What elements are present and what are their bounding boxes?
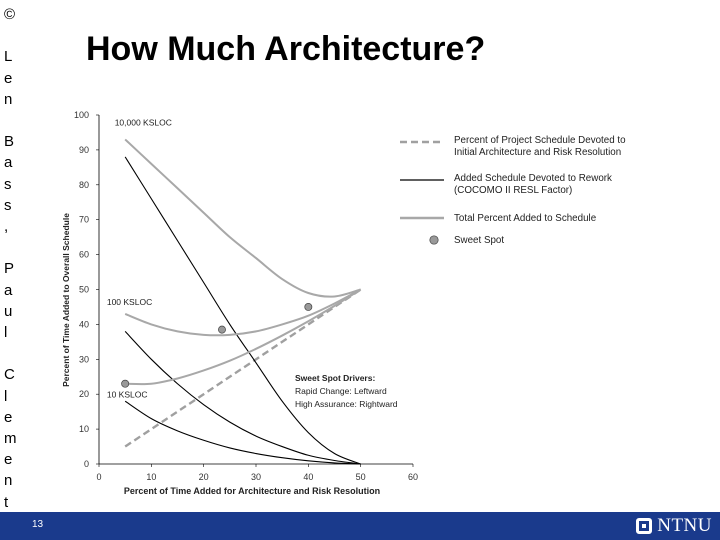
y-tick-label: 100 (74, 110, 89, 120)
footer-bar: 13 NTNU (0, 512, 720, 540)
y-tick-label: 70 (79, 215, 89, 225)
curve-label-1: 100 KSLOC (107, 297, 152, 307)
y-tick-label: 50 (79, 285, 89, 295)
sweet-spot-marker-1 (218, 325, 226, 334)
series-line-total-5 (124, 288, 362, 337)
legend-label-3: Sweet Spot (454, 235, 504, 246)
legend-label-1: Added Schedule Devoted to Rework (COCOMO … (454, 173, 612, 196)
annotation-line-1: Rapid Change: Leftward (295, 386, 387, 396)
y-tick-label: 80 (79, 180, 89, 190)
annotation-line-0: Sweet Spot Drivers: (295, 373, 375, 383)
curve-label-0: 10,000 KSLOC (115, 117, 172, 127)
series-line-total-4 (124, 138, 361, 298)
series-line-rework-1 (124, 156, 361, 465)
y-axis-label: Percent of Time Added to Overall Schedul… (61, 213, 71, 387)
x-tick-label: 50 (356, 472, 366, 482)
y-tick-label: 0 (84, 459, 89, 469)
side-vertical-text: © L e n B a s s , P a u l C l e m e n t … (4, 6, 17, 532)
ntnu-logo-text: NTNU (657, 515, 712, 536)
x-tick-label: 60 (408, 472, 418, 482)
ntnu-logo-icon (636, 518, 653, 534)
x-tick-label: 10 (146, 472, 156, 482)
page-number: 13 (32, 519, 44, 530)
slide-title: How Much Architecture? (86, 30, 486, 68)
ntnu-logo: NTNU (636, 515, 712, 537)
series-line-total-6 (125, 288, 362, 386)
x-tick-label: 20 (199, 472, 209, 482)
x-tick-label: 30 (251, 472, 261, 482)
x-tick-label: 0 (96, 472, 101, 482)
annotation-line-2: High Assurance: Rightward (295, 399, 398, 409)
series-line-rework-3 (124, 400, 361, 465)
series-line-rework-2 (124, 331, 361, 465)
sweet-spot-marker-0 (304, 303, 313, 311)
curve-label-2: 10 KSLOC (107, 390, 148, 400)
legend-label-2: Total Percent Added to Schedule (454, 213, 597, 224)
y-tick-label: 30 (79, 354, 89, 364)
y-tick-label: 20 (79, 389, 89, 399)
y-tick-label: 90 (79, 145, 89, 155)
legend-swatch-sweet-spot (429, 235, 439, 245)
sweet-spot-marker-2 (121, 379, 130, 388)
y-tick-label: 10 (79, 424, 89, 434)
y-tick-label: 60 (79, 250, 89, 260)
x-tick-label: 40 (303, 472, 313, 482)
legend-label-0: Percent of Project Schedule Devoted to In… (454, 135, 626, 158)
x-axis-label: Percent of Time Added for Architecture a… (124, 486, 380, 496)
series-line-architecture-0 (124, 288, 362, 448)
y-tick-label: 40 (79, 319, 89, 329)
